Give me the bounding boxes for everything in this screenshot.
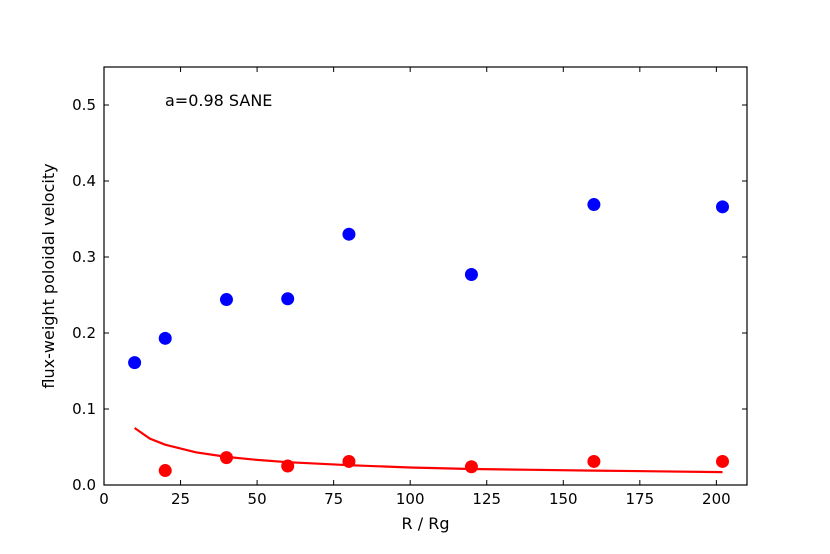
blue-point [158,331,172,345]
annotation-label: a=0.98 SANE [165,91,272,110]
red-point [158,464,172,478]
blue-point [219,293,233,307]
y-axis-label: flux-weight poloidal velocity [39,163,58,388]
plot-frame [103,66,748,486]
x-tick-label: 75 [324,490,343,508]
x-tick-label: 0 [99,490,109,508]
x-tick-label: 200 [702,490,731,508]
y-tick-label: 0.5 [72,96,96,114]
x-tick-label: 125 [472,490,501,508]
axis-ticks: 0 25 50 75 100 125 150 175 200 0.0 0.1 0.2 0.3 0.4 0.5 [72,67,747,508]
red-point [587,454,601,468]
y-tick-label: 0.2 [72,324,96,342]
blue-point [464,267,478,281]
y-tick-label: 0.0 [72,476,96,494]
red-point [716,454,730,468]
blue-point [342,227,356,241]
x-axis-label: R / Rg [402,514,450,533]
y-tick-label: 0.3 [72,248,96,266]
x-tick-label: 175 [626,490,655,508]
plot-area [128,198,730,478]
blue-point [587,198,601,212]
x-tick-label: 50 [248,490,267,508]
blue-point [128,356,142,370]
x-tick-label: 150 [549,490,578,508]
blue-point [716,200,730,214]
y-tick-label: 0.1 [72,400,96,418]
blue-point [281,292,295,306]
fit-line [133,427,723,474]
y-tick-label: 0.4 [72,172,96,190]
x-tick-label: 100 [396,490,425,508]
red-point [464,460,478,474]
x-tick-label: 25 [171,490,190,508]
